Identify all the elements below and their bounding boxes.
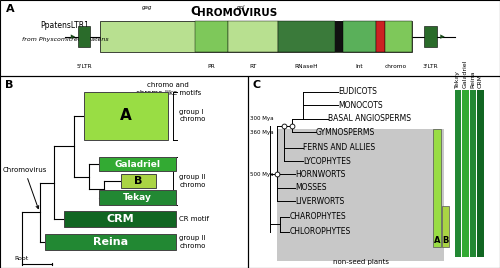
Bar [276, 129, 444, 261]
Text: HORNWORTS: HORNWORTS [296, 170, 346, 179]
Text: HROMOVIRUS: HROMOVIRUS [198, 8, 278, 18]
Text: Tekay: Tekay [123, 193, 152, 202]
Text: Chromovirus: Chromovirus [2, 167, 47, 209]
Text: 300 Mya: 300 Mya [250, 116, 274, 121]
Text: Reina: Reina [470, 70, 476, 88]
Text: chromo: chromo [385, 64, 407, 69]
Text: PR: PR [208, 64, 216, 69]
Text: group II
chromo: group II chromo [180, 235, 206, 249]
Text: C: C [190, 5, 199, 18]
Bar [343, 21, 376, 52]
Text: CHLOROPHYTES: CHLOROPHYTES [289, 228, 350, 236]
Text: Int: Int [356, 64, 364, 69]
Text: pol: pol [236, 5, 244, 10]
Bar [384, 21, 412, 52]
Text: 5'LTR: 5'LTR [76, 64, 92, 69]
Text: gag: gag [142, 5, 152, 10]
Bar [99, 157, 176, 171]
Text: Galadriel: Galadriel [114, 159, 160, 169]
Bar [442, 206, 449, 247]
Bar [100, 21, 412, 52]
Text: EUDICOTS: EUDICOTS [338, 87, 378, 96]
Bar [44, 234, 176, 250]
Bar [454, 90, 461, 256]
Text: group I
chromo: group I chromo [180, 109, 206, 122]
Text: BASAL ANGIOSPERMS: BASAL ANGIOSPERMS [328, 114, 411, 124]
Text: A: A [120, 108, 132, 123]
Text: B: B [442, 236, 448, 245]
Text: group II
chromo: group II chromo [180, 174, 206, 188]
Bar [78, 26, 90, 47]
Bar [470, 90, 476, 256]
Text: LIVERWORTS: LIVERWORTS [296, 197, 344, 206]
Bar [84, 92, 168, 140]
Bar [433, 129, 441, 247]
Text: 360 Mya: 360 Mya [250, 130, 274, 135]
Text: MOSSES: MOSSES [296, 183, 327, 192]
Text: Root: Root [15, 256, 29, 261]
Text: from Physcomitrella patens: from Physcomitrella patens [22, 37, 108, 42]
Text: CHAROPHYTES: CHAROPHYTES [289, 212, 346, 221]
Text: B: B [134, 176, 143, 186]
Text: GYMNOSPERMS: GYMNOSPERMS [316, 128, 375, 137]
Text: 3'LTR: 3'LTR [422, 64, 438, 69]
Text: PpatensLTR1: PpatensLTR1 [40, 21, 90, 30]
Bar [424, 26, 436, 47]
Text: Tekay: Tekay [456, 70, 460, 88]
Text: CRM: CRM [478, 74, 483, 88]
Text: FERNS AND ALLIES: FERNS AND ALLIES [303, 143, 375, 152]
Text: non-seed plants: non-seed plants [333, 259, 389, 265]
Text: Reina: Reina [92, 237, 128, 247]
Bar [99, 190, 176, 205]
Bar [462, 90, 468, 256]
Text: A: A [434, 236, 440, 245]
Text: RT: RT [249, 64, 256, 69]
Bar [278, 21, 335, 52]
Text: RNaseH: RNaseH [294, 64, 318, 69]
Text: Galadriel: Galadriel [463, 59, 468, 88]
Bar [478, 90, 484, 256]
Bar [64, 211, 176, 227]
Text: 500 Mya: 500 Mya [250, 172, 274, 177]
Text: chromo and
chromo-like motifs: chromo and chromo-like motifs [136, 82, 201, 96]
Text: MONOCOTS: MONOCOTS [338, 100, 383, 110]
Text: CR motif: CR motif [180, 216, 210, 222]
Bar [335, 21, 343, 52]
Text: B: B [5, 80, 14, 90]
Bar [376, 21, 384, 52]
Text: CRM: CRM [106, 214, 134, 224]
Text: A: A [6, 4, 14, 14]
Text: C: C [252, 80, 260, 90]
Bar [122, 174, 156, 188]
Text: LYCOPHYTES: LYCOPHYTES [303, 157, 351, 166]
Bar [195, 21, 228, 52]
Bar [228, 21, 278, 52]
